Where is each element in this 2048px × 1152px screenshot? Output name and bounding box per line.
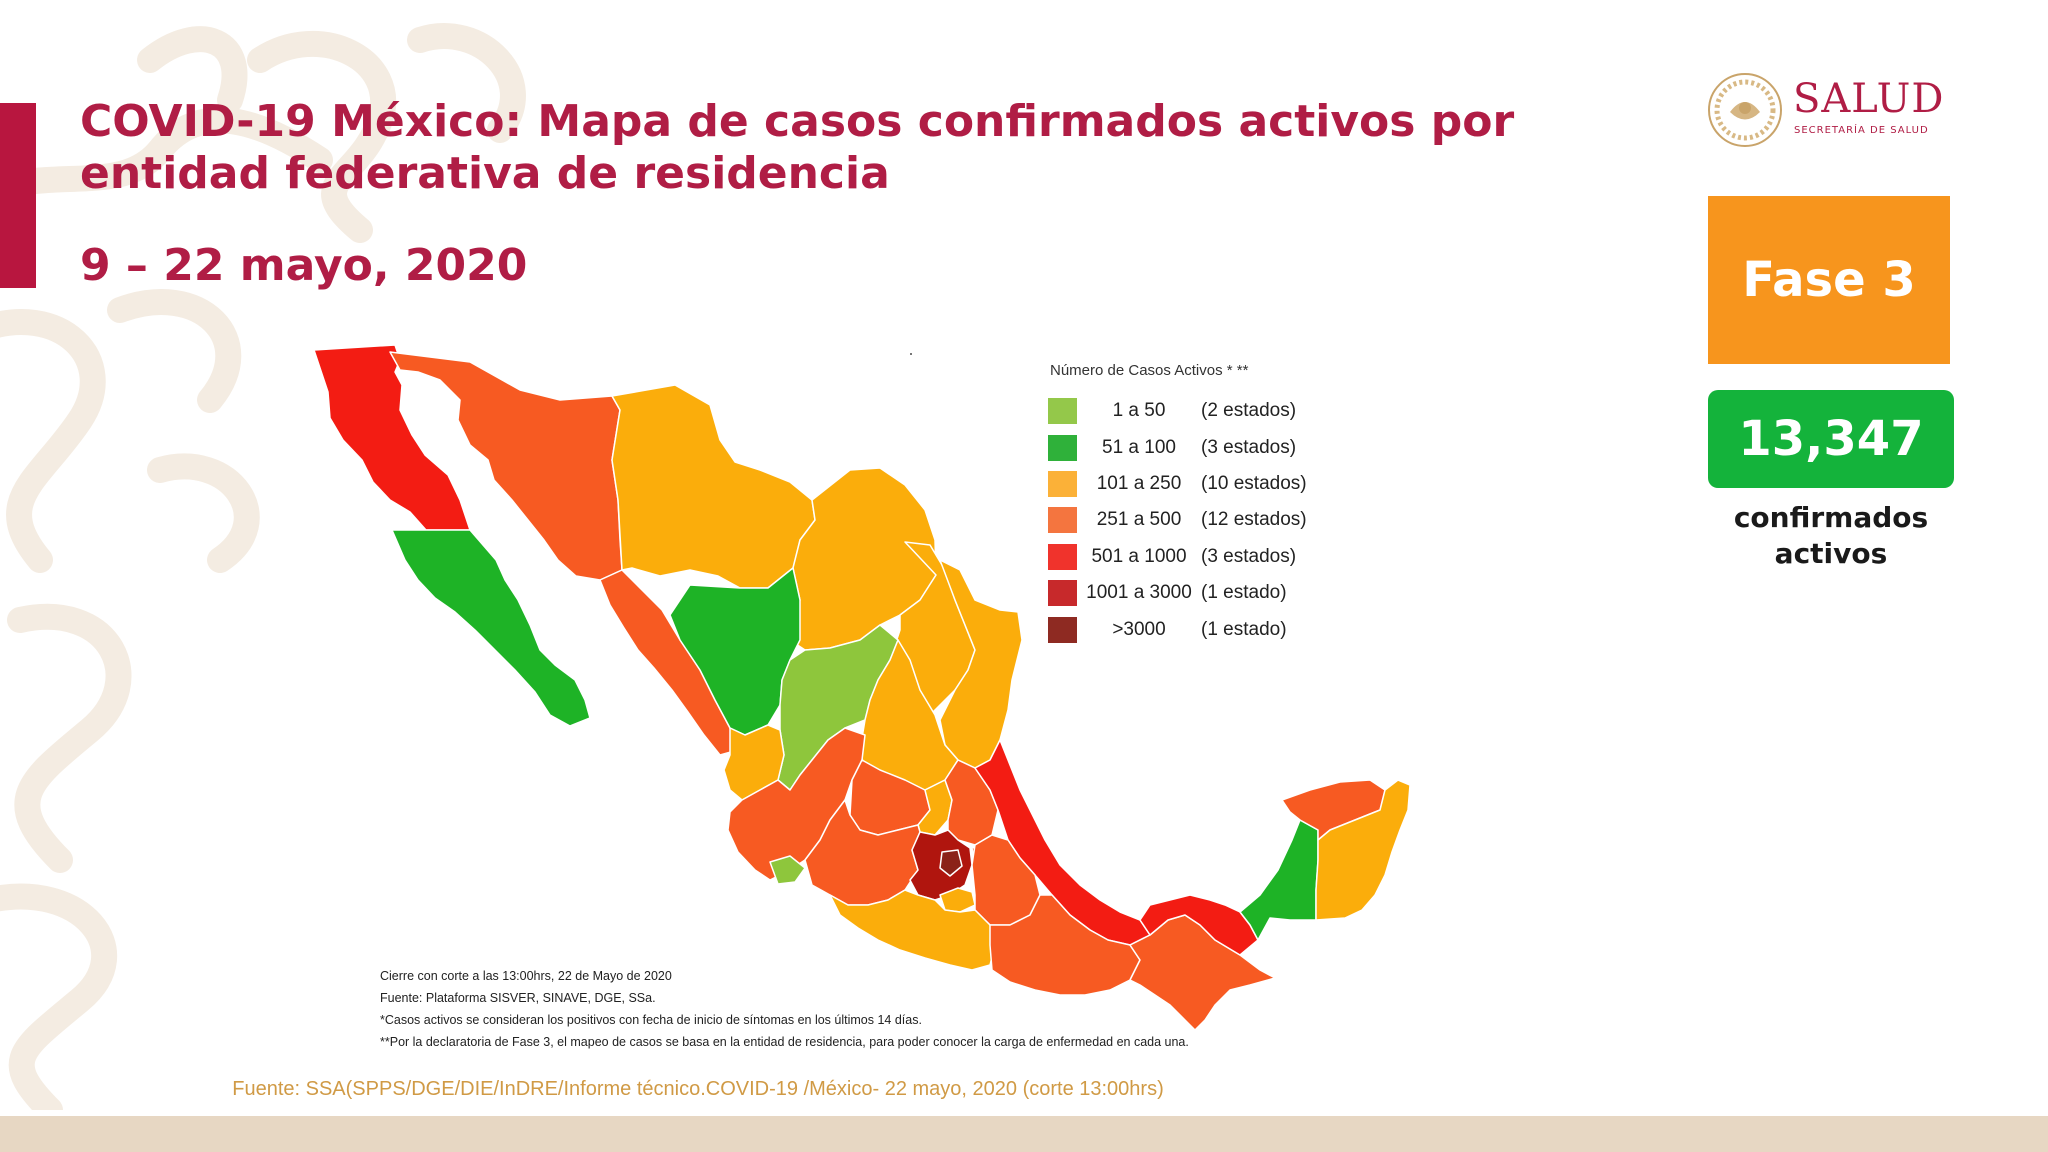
legend-swatch <box>1048 434 1077 461</box>
region-campeche <box>1239 819 1319 941</box>
region-ciudad-de-mexico <box>939 849 963 877</box>
note-phase3: **Por la declaratoria de Fase 3, el mape… <box>380 1035 1189 1049</box>
legend-swatch <box>1048 580 1077 607</box>
legend-swatch <box>1048 470 1077 497</box>
date-range: 9 – 22 mayo, 2020 <box>80 240 528 291</box>
accent-bar <box>0 103 36 288</box>
region-baja-california-sur <box>391 529 591 727</box>
legend-range: 1 a 50 <box>1112 400 1166 422</box>
region-chihuahua <box>611 384 816 589</box>
legend-title: Número de Casos Activos * ** <box>1050 362 1249 379</box>
legend-swatch <box>1048 398 1077 425</box>
source-text: Fuente: SSA(SPPS/DGE/DIE/InDRE/Informe t… <box>232 1078 1164 1100</box>
legend-item: 251 a 500 (12 estados) <box>1048 502 1378 538</box>
salud-subtitle: SECRETARÍA DE SALUD <box>1794 125 1929 136</box>
footer-band <box>0 1116 2048 1152</box>
legend-swatch <box>1048 543 1077 570</box>
legend-range: 1001 a 3000 <box>1086 582 1192 604</box>
active-cases-label: confirmados activos <box>1733 501 1929 570</box>
legend-range: 51 a 100 <box>1102 436 1176 458</box>
legend-count: (12 estados) <box>1201 509 1307 531</box>
footnotes: Cierre con corte a las 13:00hrs, 22 de M… <box>380 965 1189 1053</box>
legend-count: (10 estados) <box>1201 472 1307 494</box>
region-jalisco <box>727 727 866 881</box>
legend-count: (1 estado) <box>1201 618 1287 640</box>
legend-range: >3000 <box>1112 618 1166 640</box>
legend-item: 101 a 250 (10 estados) <box>1048 466 1378 502</box>
legend-item: 501 a 1000 (3 estados) <box>1048 539 1378 575</box>
note-source: Fuente: Plataforma SISVER, SINAVE, DGE, … <box>380 991 656 1005</box>
region-colima <box>769 855 806 885</box>
legend-count: (1 estado) <box>1201 582 1287 604</box>
mexico-map <box>313 344 1411 1031</box>
region-sinaloa <box>599 569 739 756</box>
note-cutoff: Cierre con corte a las 13:00hrs, 22 de M… <box>380 969 672 983</box>
active-cases-count: 13,347 <box>1708 390 1954 488</box>
stray-dot <box>910 353 912 355</box>
legend: Número de Casos Activos * ** 1 a 50 (2 e… <box>1048 362 1378 648</box>
legend-count: (3 estados) <box>1201 436 1297 458</box>
legend-count: (3 estados) <box>1201 545 1297 567</box>
legend-count: (2 estados) <box>1201 400 1297 422</box>
legend-range: 101 a 250 <box>1096 472 1182 494</box>
phase-badge: Fase 3 <box>1708 196 1950 364</box>
region-quintana-roo <box>1315 779 1411 921</box>
note-active-definition: *Casos activos se consideran los positiv… <box>380 1013 922 1027</box>
legend-range: 501 a 1000 <box>1091 545 1187 567</box>
page-title: COVID-19 México: Mapa de casos confirmad… <box>80 96 1515 199</box>
legend-item: 51 a 100 (3 estados) <box>1048 429 1378 465</box>
legend-range: 251 a 500 <box>1096 509 1182 531</box>
legend-item: >3000 (1 estado) <box>1048 611 1378 647</box>
salud-wordmark: SALUD <box>1793 76 1945 122</box>
legend-swatch <box>1048 507 1077 534</box>
salud-seal-logo <box>1708 73 1782 147</box>
legend-swatch <box>1048 616 1077 643</box>
region-baja-california <box>313 344 471 531</box>
legend-item: 1 a 50 (2 estados) <box>1048 393 1378 429</box>
source-line: Fuente: SSA(SPPS/DGE/DIE/InDRE/Informe t… <box>0 1078 2048 1101</box>
legend-item: 1001 a 3000 (1 estado) <box>1048 575 1378 611</box>
